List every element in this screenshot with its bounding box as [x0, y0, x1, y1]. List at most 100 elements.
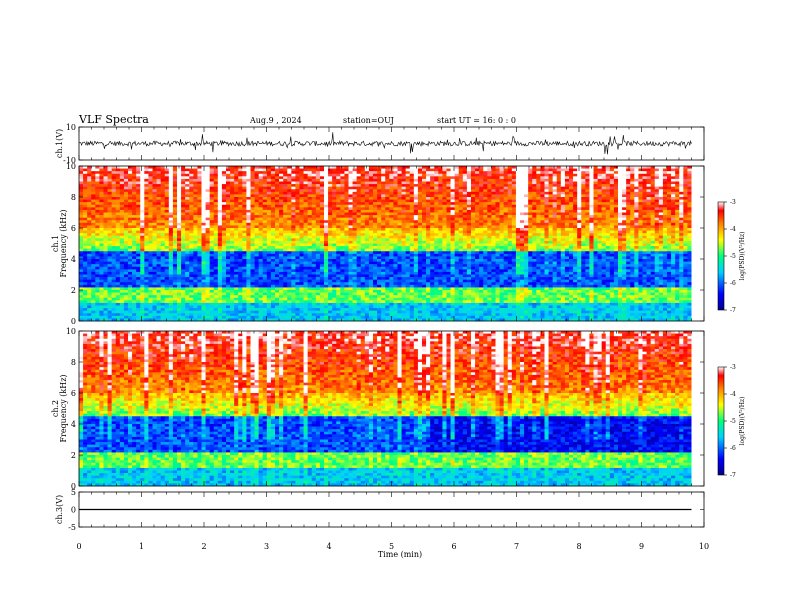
spectrogram-cell: [172, 217, 178, 221]
spectrogram-cell: [164, 308, 170, 311]
spectrogram-cell: [234, 243, 239, 247]
spectrogram-cell: [397, 228, 402, 231]
spectrogram-cell: [144, 238, 149, 242]
spectrogram-cell: [91, 269, 96, 273]
spectrogram-cell: [246, 302, 251, 306]
spectrogram-cell: [193, 191, 198, 195]
spectrogram-cell: [115, 264, 121, 268]
spectrogram-cell: [348, 248, 353, 252]
spectrogram-cell: [144, 277, 149, 280]
spectrogram-cell: [148, 176, 153, 180]
spectrogram-cell: [344, 290, 349, 293]
spectrogram-cell: [111, 282, 117, 286]
spectrogram-cell: [287, 181, 292, 185]
spectrogram-cell: [356, 248, 362, 252]
spectrogram-cell: [360, 279, 366, 283]
spectrogram-cell: [172, 209, 178, 213]
spectrogram-cell: [377, 191, 382, 195]
spectrogram-cell: [291, 300, 296, 304]
spectrogram-cell: [193, 171, 198, 175]
spectrogram-cell: [401, 261, 406, 265]
spectrogram-cell: [193, 266, 198, 270]
spectrogram-cell: [344, 302, 349, 306]
spectrogram-cell: [258, 248, 264, 252]
spectrogram-cell: [103, 287, 108, 291]
spectrogram-cell: [107, 261, 112, 265]
spectrogram-cell: [123, 220, 129, 224]
spectrogram-cell: [79, 290, 84, 293]
spectrogram-cell: [373, 284, 378, 288]
spectrogram-cell: [385, 264, 390, 268]
spectrogram-cell: [91, 197, 96, 200]
spectrogram-cell: [103, 186, 108, 190]
spectrogram-cell: [348, 215, 353, 218]
spectrogram-cell: [270, 220, 276, 224]
spectrogram-cell: [197, 186, 202, 190]
spectrogram-cell: [221, 284, 227, 288]
spectrogram-cell: [295, 222, 300, 226]
spectrogram-cell: [295, 295, 300, 299]
spectrogram-cell: [295, 228, 300, 231]
spectrogram-cell: [217, 297, 223, 301]
spectrogram-cell: [209, 284, 215, 288]
spectrogram-cell: [234, 292, 239, 296]
spectrogram-cell: [266, 243, 272, 247]
spectrogram-cell: [275, 238, 280, 242]
spectrogram-cell: [107, 222, 112, 226]
spectrogram-cell: [336, 238, 341, 242]
spectrogram-cell: [123, 282, 129, 286]
spectrogram-cell: [234, 168, 239, 172]
spectrogram-cell: [307, 259, 313, 262]
spectrogram-cell: [152, 295, 157, 299]
spectrogram-cell: [401, 302, 406, 306]
spectrogram-cell: [348, 217, 353, 221]
spectrogram-cell: [140, 292, 145, 296]
spectrogram-cell: [217, 243, 223, 247]
spectrogram-cell: [279, 191, 284, 195]
spectrogram-cell: [152, 204, 157, 208]
spectrogram-cell: [266, 189, 272, 193]
spectrogram-cell: [99, 166, 104, 169]
spectrogram-cell: [148, 279, 153, 283]
spectrogram-cell: [368, 230, 374, 234]
spectrogram-cell: [140, 207, 145, 211]
spectrogram-cell: [91, 207, 96, 211]
spectrogram-cell: [79, 173, 84, 177]
spectrogram-cell: [103, 240, 108, 244]
spectrogram-cell: [401, 215, 406, 218]
spectrogram-cell: [197, 305, 202, 309]
spectrogram-cell: [360, 204, 366, 208]
spectrogram-cell: [258, 277, 264, 280]
spectrogram-cell: [336, 266, 341, 270]
spectrogram-cell: [156, 248, 161, 252]
spectrogram-cell: [364, 181, 370, 185]
spectrogram-cell: [250, 230, 255, 234]
spectrogram-cell: [164, 243, 170, 247]
spectrogram-cell: [291, 295, 296, 299]
spectrogram-cell: [205, 204, 210, 208]
spectrogram-cell: [172, 261, 178, 265]
spectrogram-cell: [246, 171, 251, 175]
spectrogram-cell: [140, 315, 145, 319]
spectrogram-cell: [156, 287, 161, 291]
spectrogram-cell: [128, 222, 133, 226]
spectrogram-cell: [181, 233, 186, 237]
spectrogram-cell: [364, 191, 370, 195]
spectrogram-cell: [332, 220, 337, 224]
spectrogram-cell: [221, 300, 227, 304]
spectrogram-cell: [307, 191, 313, 195]
spectrogram-cell: [401, 230, 406, 234]
spectrogram-cell: [213, 282, 219, 286]
spectrogram-cell: [164, 253, 170, 257]
spectrogram-cell: [397, 181, 402, 185]
spectrogram-cell: [181, 300, 186, 304]
spectrogram-cell: [279, 284, 284, 288]
spectrogram-cell: [279, 271, 284, 275]
spectrogram-cell: [311, 253, 317, 257]
spectrogram-cell: [336, 233, 341, 237]
spectrogram-cell: [291, 217, 296, 221]
spectrogram-cell: [299, 171, 304, 175]
spectrogram-cell: [397, 217, 402, 221]
spectrogram-cell: [177, 189, 182, 193]
